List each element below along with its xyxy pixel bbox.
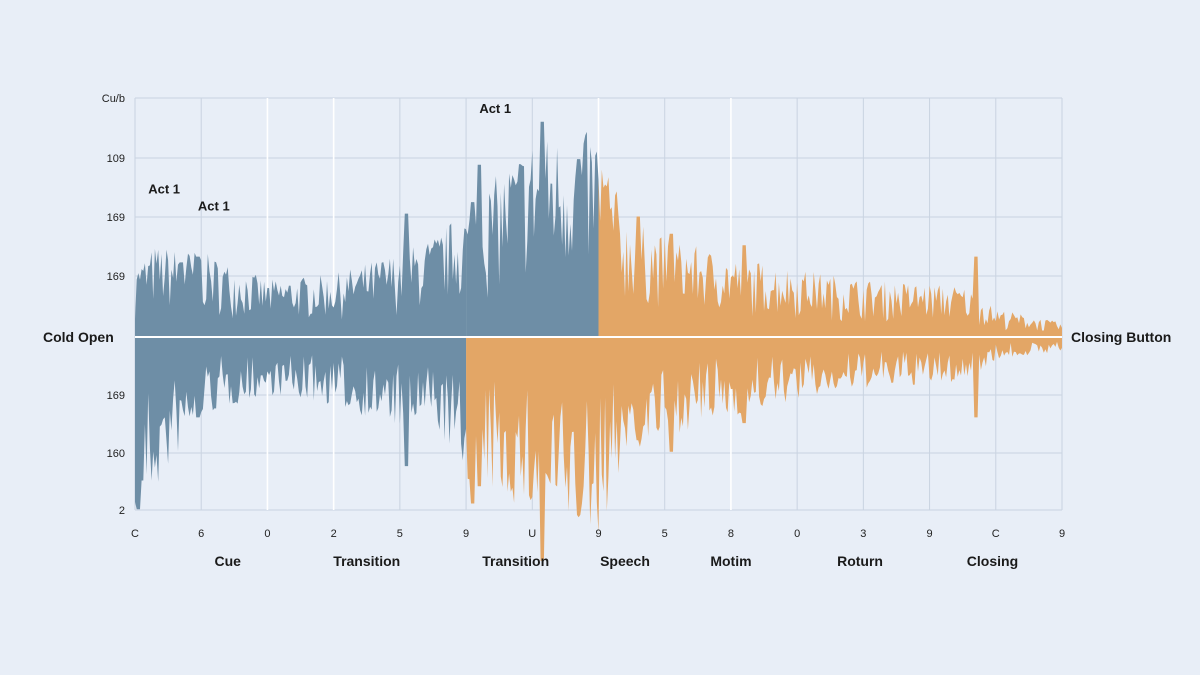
x-tick-label: U [528, 528, 536, 540]
x-ticks: C 6 0 2 5 9 U 9 5 8 0 3 9 C 9 [131, 528, 1065, 540]
annotation-label: Act 1 [198, 199, 230, 214]
right-label: Closing Button [1071, 329, 1171, 345]
y-ticks: Cu/b 109 169 169 169 160 2 [102, 93, 125, 517]
x-tick-label: 0 [264, 528, 270, 540]
y-tick-label: 109 [107, 153, 125, 165]
series-orange-full [598, 169, 1062, 533]
segment-label: Motim [710, 553, 751, 569]
x-tick-label: 9 [927, 528, 933, 540]
y-tick-label: 2 [119, 505, 125, 517]
y-tick-label: 160 [107, 448, 125, 460]
segment-label: Closing [967, 553, 1018, 569]
x-tick-label: 2 [331, 528, 337, 540]
x-tick-label: 9 [595, 528, 601, 540]
series-blue-full [135, 213, 467, 510]
y-tick-label: 169 [107, 390, 125, 402]
x-tick-label: 8 [728, 528, 734, 540]
x-tick-label: C [992, 528, 1000, 540]
waveform [135, 121, 1062, 561]
x-tick-label: 9 [1059, 528, 1065, 540]
annotation-label: Act 1 [479, 101, 511, 116]
segment-label: Cue [214, 553, 241, 569]
y-tick-label: 169 [107, 271, 125, 283]
annotations: Act 1 Act 1 Act 1 [148, 101, 511, 214]
x-tick-label: 5 [397, 528, 403, 540]
x-tick-label: 5 [662, 528, 668, 540]
y-tick-label: 169 [107, 212, 125, 224]
series-orange-lower [466, 337, 599, 561]
series-blue-upper [466, 121, 599, 337]
x-tick-label: 9 [463, 528, 469, 540]
segment-label: Transition [333, 553, 400, 569]
x-tick-label: 6 [198, 528, 204, 540]
left-label: Cold Open [43, 329, 114, 345]
x-tick-label: C [131, 528, 139, 540]
x-tick-label: 3 [860, 528, 866, 540]
annotation-label: Act 1 [148, 182, 180, 197]
segment-label: Speech [600, 553, 650, 569]
segment-label: Transition [482, 553, 549, 569]
x-tick-label: 0 [794, 528, 800, 540]
segment-label: Roturn [837, 553, 883, 569]
y-tick-label: Cu/b [102, 93, 125, 105]
segment-labels: Cue Transition Transition Speech Motim Roturn… [214, 553, 1018, 569]
